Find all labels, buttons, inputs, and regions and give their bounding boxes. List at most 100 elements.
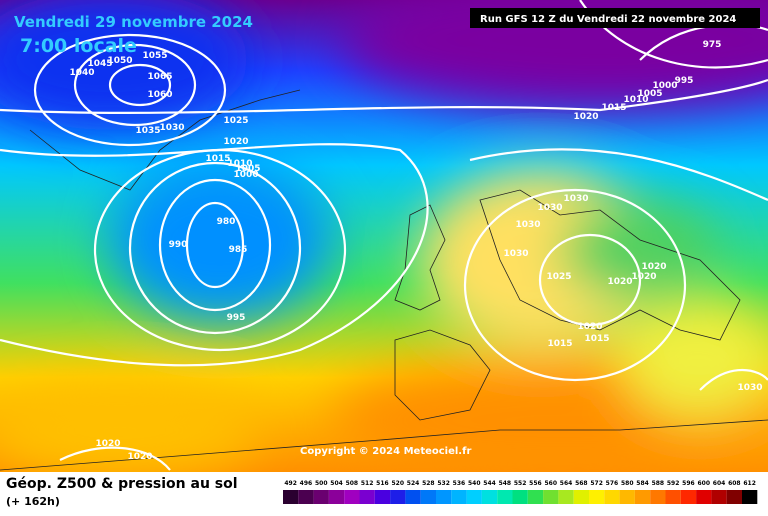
isobar-label: 1030 (503, 249, 528, 259)
scale-tick-label: 532 (437, 480, 450, 487)
isobar-label: 975 (703, 40, 722, 50)
scale-swatch (696, 490, 712, 504)
isobar-label: 1020 (577, 322, 602, 332)
isobar-label: 1040 (69, 68, 94, 78)
isobar-label: 1030 (515, 220, 540, 230)
scale-swatch (558, 490, 574, 504)
coastlines (0, 89, 768, 471)
scale-tick-label: 524 (407, 480, 420, 487)
isobar-label: 1045 (87, 59, 112, 69)
scale-tick-label: 604 (713, 480, 726, 487)
scale-swatch (451, 490, 467, 504)
scale-swatch (619, 490, 635, 504)
isobar-label: 1060 (147, 90, 172, 100)
scale-tick-label: 560 (544, 480, 557, 487)
isobar-label: 1035 (135, 126, 160, 136)
scale-tick-label: 588 (652, 480, 665, 487)
scale-tick-label: 568 (575, 480, 588, 487)
scale-tick-label: 548 (499, 480, 512, 487)
scale-swatch (665, 490, 681, 504)
scale-tick-label: 612 (743, 480, 756, 487)
isobar-label: 1055 (142, 51, 167, 61)
isobar-label: 1005 (235, 164, 260, 174)
scale-tick-label: 596 (682, 480, 695, 487)
scale-swatch (543, 490, 559, 504)
isobar-label: 1030 (563, 194, 588, 204)
scale-swatch (328, 490, 345, 504)
scale-swatch (359, 490, 375, 504)
scale-tick-label: 608 (728, 480, 741, 487)
scale-tick-label: 544 (483, 480, 496, 487)
scale-tick-label: 552 (514, 480, 527, 487)
scale-swatch (573, 490, 589, 504)
isobar-label: 1030 (537, 203, 562, 213)
scale-tick-label: 528 (422, 480, 435, 487)
scale-tick-label: 564 (560, 480, 573, 487)
isobar-label: 980 (217, 217, 236, 227)
isobar-label: 1020 (95, 439, 120, 449)
scale-swatch (512, 490, 528, 504)
scale-tick-label: 500 (315, 480, 328, 487)
isobar-label: 1030 (737, 383, 762, 393)
footer-title: Géop. Z500 & pression au sol (6, 476, 238, 492)
isobar-label: 1020 (127, 452, 152, 462)
scale-tick-label: 540 (468, 480, 481, 487)
isobar-label: 990 (169, 240, 188, 250)
scale-tick-label: 492 (284, 480, 297, 487)
isobar-label: 1000 (652, 81, 677, 91)
scale-swatch (405, 490, 421, 504)
scale-swatch (283, 490, 299, 504)
isobar-label: 1010 (227, 159, 252, 169)
time: 7:00 locale (20, 35, 137, 57)
run: Run GFS 12 Z du Vendredi 22 novembre 202… (480, 14, 736, 25)
scale-tick-label: 556 (529, 480, 542, 487)
scale-swatch (298, 490, 314, 504)
scale-tick-label: 504 (330, 480, 343, 487)
isobar-label: 1020 (641, 262, 666, 272)
scale-swatch (527, 490, 544, 504)
isobar-label: 1020 (607, 277, 632, 287)
isobar-label: 1020 (223, 137, 248, 147)
isobar-label: 1015 (601, 103, 626, 113)
isobar-label: 1025 (546, 272, 571, 282)
isobar-label: 1020 (573, 112, 598, 122)
isobar-label: 1000 (233, 170, 258, 180)
scale-tick-label: 572 (590, 480, 603, 487)
isobar-label: 1010 (623, 95, 648, 105)
scale-swatch (634, 490, 651, 504)
isobar-label: 1050 (107, 56, 132, 66)
isobar-label: 1025 (223, 116, 248, 126)
scale-swatch (466, 490, 482, 504)
isobar-label: 1015 (584, 334, 609, 344)
scale-tick-label: 496 (300, 480, 313, 487)
isobar-label: 1015 (205, 154, 230, 164)
scale-swatch (344, 490, 360, 504)
scale-swatch (497, 490, 513, 504)
scale-swatch (726, 490, 742, 504)
isobar-label: 1005 (637, 89, 662, 99)
color-scale: 492 496 500 504 508 512 516 520 524 528 532 536 540 5… (283, 480, 758, 504)
scale-swatch (680, 490, 697, 504)
scale-tick-label: 576 (606, 480, 619, 487)
scale-swatch (420, 490, 436, 504)
scale-swatch (589, 490, 605, 504)
scale-tick-label: 600 (697, 480, 710, 487)
scale-swatch (604, 490, 620, 504)
scale-swatch (711, 490, 727, 504)
scale-swatch (481, 490, 498, 504)
scale-tick-label: 516 (376, 480, 389, 487)
copyright: Copyright © 2024 Meteociel.fr (300, 446, 471, 457)
date: Vendredi 29 novembre 2024 (14, 13, 253, 31)
scale-tick-label: 512 (361, 480, 374, 487)
isobar-label: 995 (675, 76, 694, 86)
scale-tick-label: 520 (391, 480, 404, 487)
isobar-label: 1065 (147, 72, 172, 82)
scale-tick-label: 536 (453, 480, 466, 487)
scale-tick-label: 580 (621, 480, 634, 487)
field (0, 0, 768, 480)
isobars (0, 0, 768, 470)
scale-swatch (650, 490, 666, 504)
isobar-label: 995 (227, 313, 246, 323)
